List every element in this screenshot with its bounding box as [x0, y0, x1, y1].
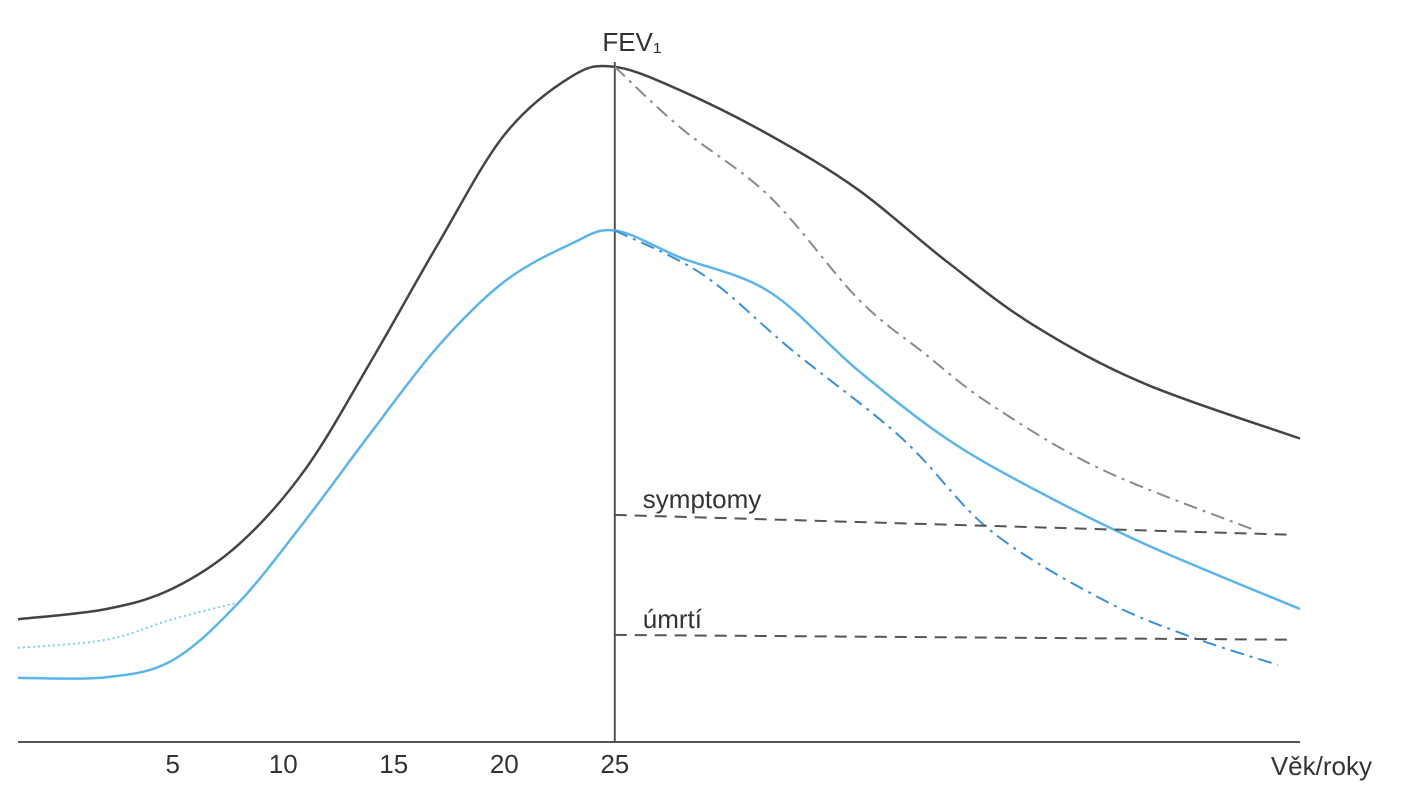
x-tick-label: 10: [269, 749, 298, 779]
x-tick-label: 15: [379, 749, 408, 779]
series-line: [614, 513, 1289, 536]
line-label: úmrtí: [643, 604, 703, 634]
x-tick-label: 5: [165, 749, 179, 779]
series-line: [17, 228, 1301, 680]
line-label: symptomy: [643, 484, 761, 514]
series-line: [17, 64, 1301, 621]
series-line: [614, 229, 1279, 666]
x-axis-label: Věk/roky: [1271, 751, 1372, 781]
series-line: [614, 633, 1289, 641]
x-tick-label: 20: [490, 749, 519, 779]
series-line: [614, 66, 1257, 532]
y-axis-label: FEV₁: [602, 27, 662, 57]
series-line: [17, 601, 240, 649]
x-tick-label: 25: [600, 749, 629, 779]
